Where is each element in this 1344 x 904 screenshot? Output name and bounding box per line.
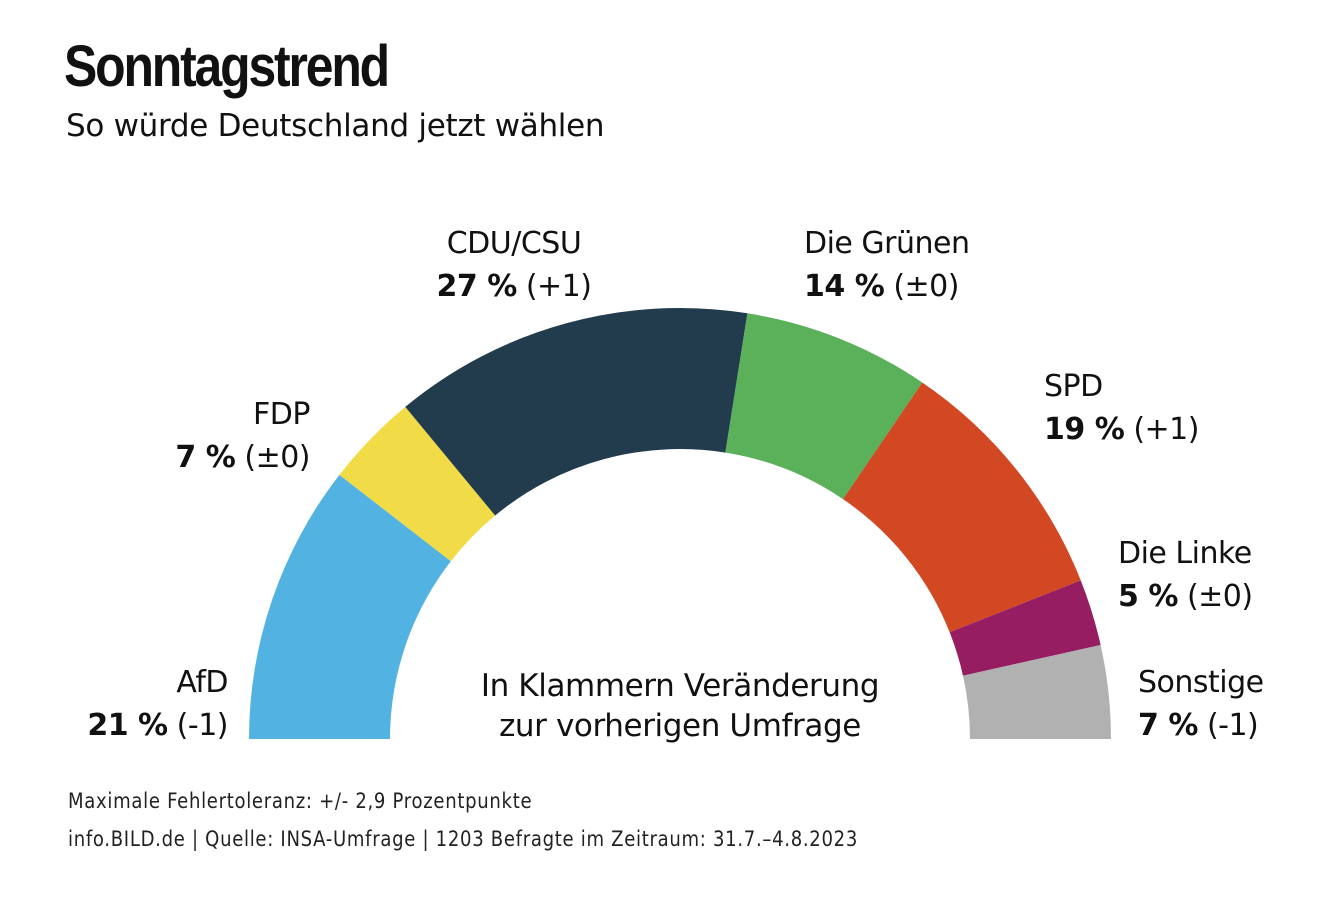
- label-value-line: 27 % (+1): [437, 269, 592, 304]
- segment-cdu-csu: [405, 308, 748, 516]
- center-note-line-2: zur vorherigen Umfrage: [499, 708, 861, 744]
- segment-die-linke: [949, 580, 1101, 676]
- label-value: 7 %: [175, 440, 235, 475]
- label-change: (+1): [526, 269, 592, 304]
- label-name: Sonstige: [1138, 665, 1264, 700]
- label-name: Die Linke: [1118, 536, 1252, 571]
- segment-afd: [249, 474, 451, 739]
- label-value: 27 %: [437, 269, 518, 304]
- label-change: (±0): [244, 440, 310, 475]
- label-change: (-1): [177, 708, 228, 743]
- label-value: 21 %: [87, 708, 168, 743]
- segment-spd: [843, 382, 1081, 633]
- label-change: (±0): [1187, 579, 1253, 614]
- segment-sonstige: [963, 644, 1111, 739]
- footer-tolerance: Maximale Fehlertoleranz: +/- 2,9 Prozent…: [68, 789, 533, 813]
- label-value-line: 7 % (±0): [175, 440, 310, 475]
- label-value-line: 7 % (-1): [1138, 708, 1258, 743]
- segment-fdp: [339, 406, 496, 562]
- label-name: CDU/CSU: [447, 226, 582, 261]
- label-name: Die Grünen: [804, 226, 970, 261]
- label-value: 19 %: [1044, 412, 1125, 447]
- label-change: (±0): [893, 269, 959, 304]
- label-value-line: 21 % (-1): [87, 708, 228, 743]
- label-value: 14 %: [804, 269, 885, 304]
- center-note-line-1: In Klammern Veränderung: [481, 668, 879, 704]
- label-name: FDP: [253, 397, 310, 432]
- label-name: SPD: [1044, 369, 1103, 404]
- label-value: 7 %: [1138, 708, 1198, 743]
- label-value-line: 5 % (±0): [1118, 579, 1253, 614]
- footer-source: info.BILD.de | Quelle: INSA-Umfrage | 12…: [68, 827, 859, 851]
- chart-segments: [249, 308, 1111, 739]
- chart-title: Sonntagstrend: [64, 34, 390, 99]
- label-value-line: 14 % (±0): [804, 269, 959, 304]
- label-change: (-1): [1207, 708, 1258, 743]
- label-value: 5 %: [1118, 579, 1178, 614]
- chart-subtitle: So würde Deutschland jetzt wählen: [66, 108, 605, 144]
- segment-die-gr-nen: [725, 313, 923, 500]
- label-name: AfD: [176, 665, 228, 700]
- label-change: (+1): [1133, 412, 1199, 447]
- label-value-line: 19 % (+1): [1044, 412, 1199, 447]
